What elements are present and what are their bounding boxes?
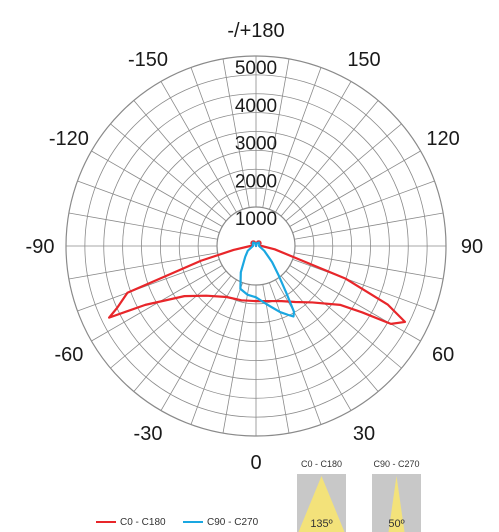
ring-label: 4000 (235, 96, 277, 117)
grid-spoke (160, 279, 237, 411)
angle-label: -90 (26, 236, 55, 258)
grid-spoke (190, 67, 244, 210)
grid-spoke (222, 58, 250, 208)
grid-spoke (77, 258, 220, 312)
legend-label: C90 - C270 (207, 517, 259, 528)
grid-spoke (285, 123, 402, 222)
grid-spoke (268, 67, 322, 210)
grid-spoke (280, 100, 379, 217)
ring-label: 5000 (235, 58, 277, 79)
grid-spoke (294, 252, 444, 280)
grid-spoke (190, 282, 244, 425)
grid-spoke (110, 123, 227, 222)
grid-spoke (289, 265, 421, 342)
grid-spoke (77, 180, 220, 234)
angle-label: 150 (347, 49, 380, 71)
beam-angle-value: 50º (388, 518, 404, 530)
ring-label: 3000 (235, 134, 277, 155)
angle-label: 60 (432, 344, 454, 366)
grid-spoke (294, 212, 444, 240)
angle-label: -60 (54, 344, 83, 366)
legend: C0 - C180 C90 - C270 (96, 517, 259, 528)
ring-label: 1000 (235, 209, 277, 230)
ring-label: 2000 (235, 171, 277, 192)
grid-spoke (91, 150, 223, 227)
grid-spoke (133, 100, 232, 217)
beam-cone (388, 476, 405, 532)
grid-spoke (292, 180, 435, 234)
angle-label: 30 (353, 423, 375, 445)
grid-spoke (275, 81, 352, 213)
angle-label: -30 (134, 423, 163, 445)
angle-label: -150 (128, 49, 168, 71)
angle-label: 120 (426, 128, 459, 150)
grid-spoke (289, 150, 421, 227)
beam-cone (298, 476, 345, 532)
beam-angle-value: 135º (310, 518, 332, 530)
angle-label: -120 (49, 128, 89, 150)
grid-spoke (68, 252, 218, 280)
intensity-curves (108, 240, 407, 325)
series-line (108, 240, 407, 325)
grid-spoke (268, 282, 322, 425)
grid-spoke (262, 284, 290, 434)
grid-spoke (280, 275, 379, 392)
grid-spoke (262, 58, 290, 208)
grid-spoke (285, 270, 402, 369)
angle-label: -/+180 (227, 20, 284, 42)
polar-grid (65, 55, 447, 437)
angle-label: 0 (250, 452, 261, 474)
grid-spoke (110, 270, 227, 369)
series-line (239, 241, 296, 318)
grid-spoke (160, 81, 237, 213)
radial-labels: 1000 2000 3000 4000 5000 (235, 58, 277, 230)
grid-spoke (292, 258, 435, 312)
grid-spoke (222, 284, 250, 434)
beam-title: C0 - C180 (301, 459, 342, 469)
angle-label: 90 (461, 236, 483, 258)
beam-angle-icons: C0 - C180 135º C90 - C270 50º (297, 459, 421, 532)
beam-title: C90 - C270 (373, 459, 419, 469)
angle-labels: -/+180 -150 150 -120 120 -90 90 -60 60 -30 30 0 (26, 20, 484, 474)
grid-spoke (68, 212, 218, 240)
legend-label: C0 - C180 (120, 517, 166, 528)
